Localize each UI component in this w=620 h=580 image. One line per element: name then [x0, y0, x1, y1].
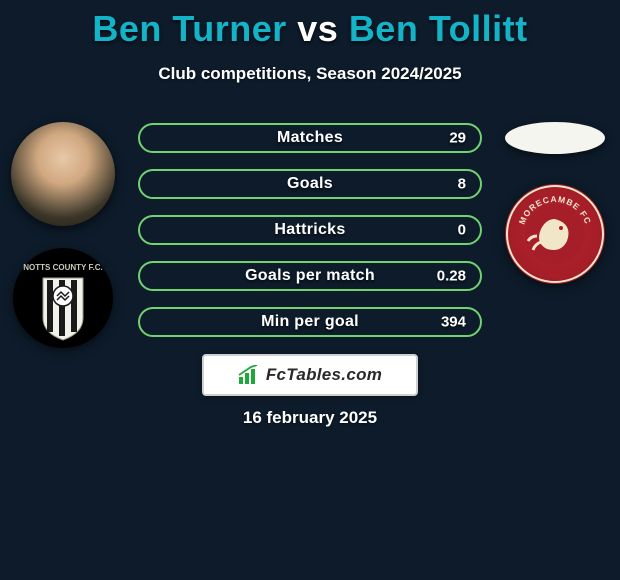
date-text: 16 february 2025 — [0, 408, 620, 428]
right-player-column: MORECAMBE FC — [500, 118, 610, 284]
stat-bar-goals-per-match: Goals per match 0.28 — [138, 261, 482, 291]
stat-label: Goals — [287, 175, 333, 193]
stats-bars: Matches 29 Goals 8 Hattricks 0 Goals per… — [138, 123, 482, 337]
watermark-text: FcTables.com — [266, 365, 382, 385]
stat-label: Hattricks — [274, 221, 345, 239]
notts-county-icon: NOTTS COUNTY F.C. — [13, 248, 113, 348]
stat-bar-hattricks: Hattricks 0 — [138, 215, 482, 245]
player1-avatar — [11, 122, 115, 226]
stat-value: 394 — [441, 314, 466, 331]
player2-club-crest: MORECAMBE FC — [505, 184, 605, 284]
stat-label: Goals per match — [245, 267, 375, 285]
stat-value: 8 — [458, 176, 466, 193]
stat-bar-min-per-goal: Min per goal 394 — [138, 307, 482, 337]
svg-text:NOTTS COUNTY F.C.: NOTTS COUNTY F.C. — [23, 263, 102, 272]
stat-label: Matches — [277, 129, 343, 147]
stat-value: 29 — [449, 130, 466, 147]
title-vs: vs — [297, 8, 338, 49]
player2-avatar-placeholder — [505, 122, 605, 154]
player1-club-crest: NOTTS COUNTY F.C. — [13, 248, 113, 348]
subtitle: Club competitions, Season 2024/2025 — [0, 64, 620, 84]
stat-bar-matches: Matches 29 — [138, 123, 482, 153]
left-player-column: NOTTS COUNTY F.C. — [8, 122, 118, 348]
morecambe-icon: MORECAMBE FC — [505, 184, 605, 284]
title-player1: Ben Turner — [92, 8, 286, 49]
stat-label: Min per goal — [261, 313, 359, 331]
title-player2: Ben Tollitt — [349, 8, 528, 49]
stat-bar-goals: Goals 8 — [138, 169, 482, 199]
stat-value: 0.28 — [437, 268, 466, 285]
stat-value: 0 — [458, 222, 466, 239]
fctables-chart-icon — [238, 365, 260, 385]
page-title: Ben Turner vs Ben Tollitt — [0, 0, 620, 50]
watermark: FcTables.com — [202, 354, 418, 396]
